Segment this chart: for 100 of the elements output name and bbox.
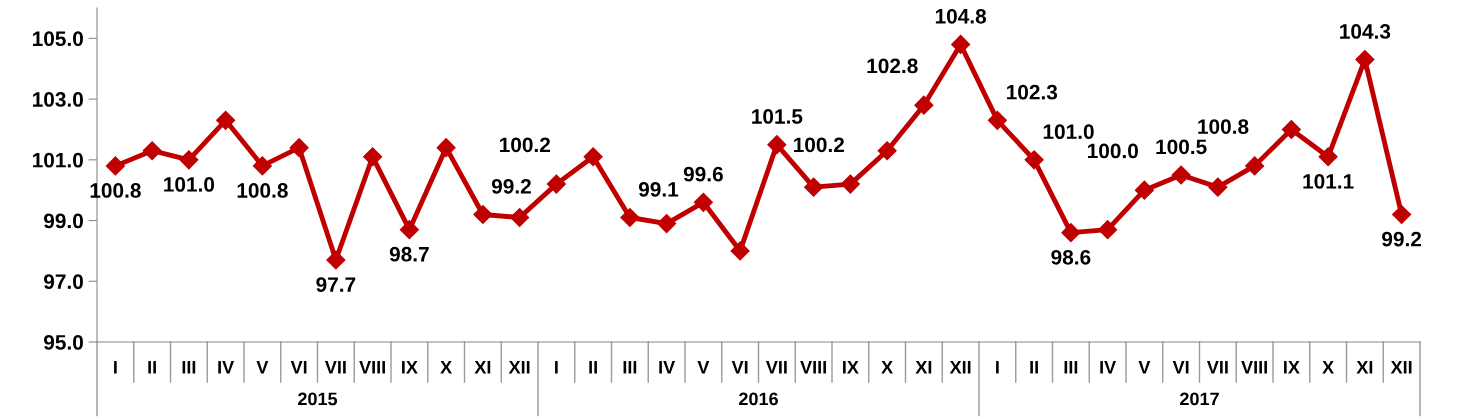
data-label: 98.7 <box>389 246 429 262</box>
point <box>767 135 787 155</box>
x-tick-label: VII <box>324 361 346 374</box>
x-tick-label: I <box>555 361 558 374</box>
y-tick-label: 97.0 <box>43 274 83 290</box>
x-tick-label: IX <box>843 361 859 374</box>
point <box>804 177 824 197</box>
point <box>473 204 493 225</box>
x-tick-label: VI <box>290 361 307 374</box>
point <box>1134 180 1154 200</box>
x-tick-label: XI <box>474 361 491 374</box>
point <box>1355 50 1375 70</box>
x-tick-label: VII <box>1206 361 1228 374</box>
point <box>877 141 897 161</box>
data-label: 102.3 <box>1007 84 1058 100</box>
point <box>399 220 419 240</box>
point <box>987 110 1007 130</box>
x-tick-label: V <box>697 361 710 374</box>
point <box>363 147 383 167</box>
data-label: 101.0 <box>1043 124 1094 140</box>
data-label: 102.8 <box>867 58 918 74</box>
x-tick-label: XI <box>1356 361 1373 374</box>
x-tick-label: III <box>1064 361 1078 374</box>
text: 2015 <box>298 392 338 406</box>
x-tick-label: VIII <box>1241 361 1267 374</box>
point <box>289 138 309 158</box>
x-tick-label: II <box>1030 361 1038 374</box>
x-tick-label: IV <box>218 361 235 374</box>
point <box>1318 147 1338 167</box>
data-label: 100.2 <box>500 137 550 153</box>
x-tick-label: XI <box>915 361 932 374</box>
x-tick-label: IV <box>659 361 676 374</box>
point <box>1098 220 1118 240</box>
point <box>1208 177 1228 197</box>
data-label: 100.8 <box>237 183 288 198</box>
x-tick-label: VIII <box>359 361 385 374</box>
y-tick-label: 105.0 <box>32 31 83 47</box>
data-label: 100.5 <box>1156 139 1207 155</box>
point <box>1392 204 1412 225</box>
point <box>1281 119 1301 139</box>
point <box>1245 156 1265 176</box>
data-label: 100.2 <box>794 137 844 153</box>
x-tick-label: III <box>182 361 196 374</box>
data-label: 100.0 <box>1088 143 1138 159</box>
x-tick-label: XII <box>949 361 971 374</box>
y-tick-label: 99.0 <box>43 213 83 229</box>
data-label: 99.6 <box>683 166 723 182</box>
point <box>620 207 640 228</box>
data-label: 100.8 <box>90 183 141 198</box>
data-label: 99.1 <box>638 181 679 197</box>
x-tick-label: XII <box>1390 361 1412 374</box>
x-tick-label: VIII <box>800 361 826 374</box>
x-tick-label: II <box>589 361 597 374</box>
data-label: 98.6 <box>1051 249 1091 265</box>
x-tick-label: XII <box>508 361 530 374</box>
data-label: 100.8 <box>1198 119 1249 134</box>
point <box>1171 165 1191 185</box>
x-tick-label: X <box>440 361 452 374</box>
text: 2016 <box>739 392 778 406</box>
y-tick-label: 101.0 <box>32 152 83 168</box>
data-label: 104.3 <box>1340 24 1391 39</box>
x-tick-label: VII <box>765 361 787 374</box>
data-label: 101.5 <box>752 109 803 124</box>
x-tick-label: X <box>1322 361 1334 374</box>
point <box>951 34 971 54</box>
x-tick-label: VI <box>731 361 748 374</box>
point <box>730 241 750 261</box>
x-tick-label: X <box>881 361 893 374</box>
point <box>1024 150 1044 170</box>
x-tick-label: II <box>148 361 156 374</box>
x-tick-label: III <box>623 361 637 374</box>
x-tick-label: V <box>1138 361 1151 374</box>
point <box>657 214 677 234</box>
point <box>216 110 236 130</box>
point <box>693 192 713 212</box>
point <box>179 150 199 170</box>
x-tick-label: I <box>114 361 117 374</box>
point <box>142 141 162 161</box>
x-tick-label: VI <box>1172 361 1189 374</box>
data-label: 99.2 <box>1382 231 1422 247</box>
point <box>510 207 530 228</box>
data-label: 99.2 <box>491 178 531 194</box>
x-tick-label: V <box>256 361 269 374</box>
point <box>252 156 272 176</box>
x-tick-label: IV <box>1100 361 1117 374</box>
y-tick-label: 103.0 <box>32 92 83 107</box>
x-tick-label: I <box>996 361 999 374</box>
y-tick-label: 95.0 <box>43 335 83 350</box>
text: 2017 <box>1180 392 1219 406</box>
point <box>914 95 934 115</box>
point <box>326 250 346 270</box>
point <box>1061 223 1081 243</box>
x-tick-label: IX <box>1284 361 1300 374</box>
data-label: 101.1 <box>1303 174 1354 189</box>
point <box>546 174 566 194</box>
data-label: 97.7 <box>316 277 356 292</box>
x-tick-label: IX <box>402 361 418 374</box>
point <box>436 138 456 158</box>
point <box>105 156 125 176</box>
point <box>583 147 603 167</box>
